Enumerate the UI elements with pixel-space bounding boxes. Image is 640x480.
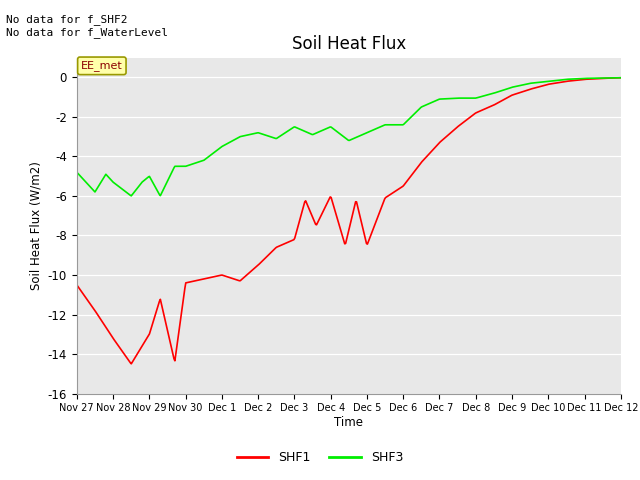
Title: Soil Heat Flux: Soil Heat Flux (292, 35, 406, 53)
Legend: SHF1, SHF3: SHF1, SHF3 (232, 446, 408, 469)
SHF1 (214, 273, 221, 279)
Text: EE_met: EE_met (81, 60, 123, 72)
SHF3 (617, 75, 625, 81)
SHF3 (320, 127, 328, 132)
SHF3 (214, 147, 221, 153)
X-axis label: Time: Time (334, 416, 364, 429)
SHF3 (394, 122, 402, 128)
SHF1 (617, 75, 625, 81)
Line: SHF3: SHF3 (77, 78, 621, 196)
SHF1 (73, 282, 81, 288)
Line: SHF1: SHF1 (77, 78, 621, 364)
SHF1 (320, 207, 328, 213)
SHF3 (170, 165, 178, 171)
Y-axis label: Soil Heat Flux (W/m2): Soil Heat Flux (W/m2) (29, 161, 42, 290)
SHF1 (170, 356, 178, 361)
Text: No data for f_SHF2
No data for f_WaterLevel: No data for f_SHF2 No data for f_WaterLe… (6, 14, 168, 38)
SHF3 (73, 169, 81, 175)
SHF1 (127, 361, 135, 367)
SHF1 (437, 138, 445, 144)
SHF3 (483, 92, 491, 98)
SHF3 (437, 96, 445, 102)
SHF3 (127, 193, 135, 199)
SHF1 (483, 105, 491, 111)
SHF1 (394, 186, 402, 192)
